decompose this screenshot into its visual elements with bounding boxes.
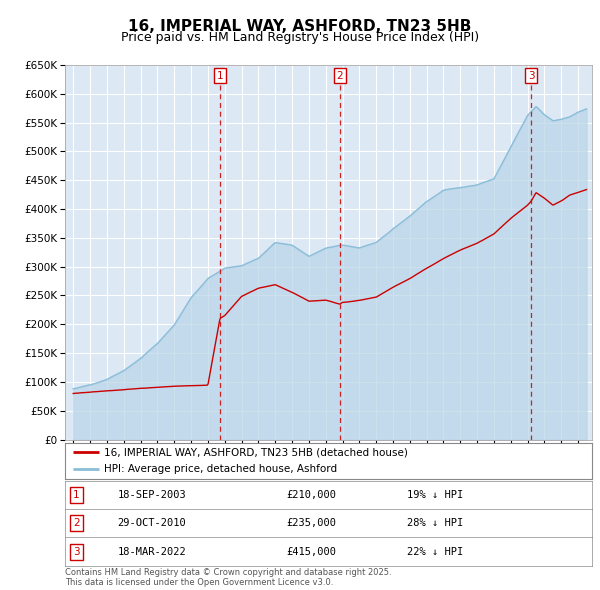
Text: 22% ↓ HPI: 22% ↓ HPI [407, 547, 463, 556]
Text: 2: 2 [73, 519, 80, 528]
Text: 18-MAR-2022: 18-MAR-2022 [118, 547, 186, 556]
Text: Contains HM Land Registry data © Crown copyright and database right 2025.
This d: Contains HM Land Registry data © Crown c… [65, 568, 391, 587]
Text: Price paid vs. HM Land Registry's House Price Index (HPI): Price paid vs. HM Land Registry's House … [121, 31, 479, 44]
Text: 3: 3 [528, 71, 535, 80]
Text: 18-SEP-2003: 18-SEP-2003 [118, 490, 186, 500]
Text: 16, IMPERIAL WAY, ASHFORD, TN23 5HB (detached house): 16, IMPERIAL WAY, ASHFORD, TN23 5HB (det… [104, 447, 408, 457]
Text: 29-OCT-2010: 29-OCT-2010 [118, 519, 186, 528]
Text: 3: 3 [73, 547, 80, 556]
Text: 16, IMPERIAL WAY, ASHFORD, TN23 5HB: 16, IMPERIAL WAY, ASHFORD, TN23 5HB [128, 19, 472, 34]
Text: 1: 1 [217, 71, 223, 80]
Text: £415,000: £415,000 [286, 547, 336, 556]
Text: HPI: Average price, detached house, Ashford: HPI: Average price, detached house, Ashf… [104, 464, 337, 474]
Text: £235,000: £235,000 [286, 519, 336, 528]
Text: 19% ↓ HPI: 19% ↓ HPI [407, 490, 463, 500]
Text: 1: 1 [73, 490, 80, 500]
Text: £210,000: £210,000 [286, 490, 336, 500]
Text: 2: 2 [337, 71, 343, 80]
Text: 28% ↓ HPI: 28% ↓ HPI [407, 519, 463, 528]
